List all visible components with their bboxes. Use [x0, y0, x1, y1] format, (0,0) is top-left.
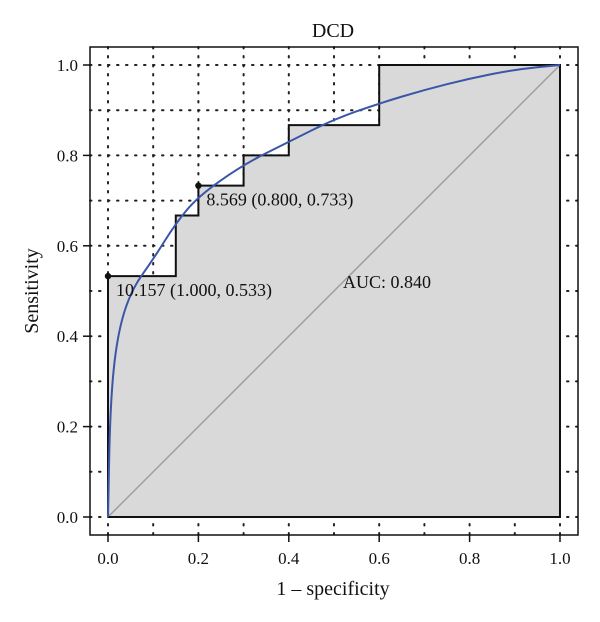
x-tick-label: 0.8 — [459, 549, 480, 568]
y-tick-label: 0.8 — [57, 146, 78, 165]
threshold-label: 10.157 (1.000, 0.533) — [116, 280, 272, 301]
chart-title: DCD — [312, 20, 354, 42]
threshold-point — [195, 182, 202, 189]
x-tick-label: 0.2 — [188, 549, 209, 568]
roc-step-curve — [107, 64, 561, 518]
y-tick-label: 0.4 — [57, 327, 79, 346]
x-tick-label: 0.6 — [369, 549, 390, 568]
x-tick-label: 1.0 — [549, 549, 570, 568]
x-axis-label: 1 – specificity — [276, 578, 389, 600]
x-tick-label: 0.0 — [97, 549, 118, 568]
plot-frame — [89, 46, 579, 536]
threshold-point — [104, 272, 112, 280]
threshold-label: 8.569 (0.800, 0.733) — [206, 190, 353, 211]
y-axis-label: Sensitivity — [21, 248, 43, 334]
y-tick-label: 0.0 — [57, 508, 78, 527]
x-tick-label: 0.4 — [278, 549, 300, 568]
y-tick-label: 1.0 — [57, 56, 78, 75]
diagonal-reference-line — [107, 64, 561, 518]
y-tick-label: 0.6 — [57, 237, 78, 256]
auc-label: AUC: 0.840 — [343, 272, 431, 292]
y-tick-label: 0.2 — [57, 418, 78, 437]
roc-smoothed-curve — [107, 64, 561, 518]
